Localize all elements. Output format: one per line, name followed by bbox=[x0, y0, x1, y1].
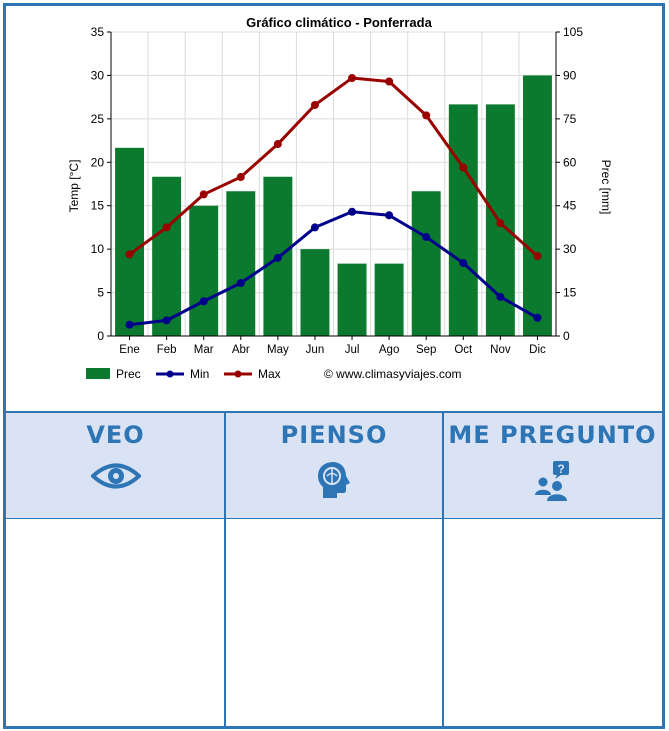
legend-label-max: Max bbox=[258, 367, 281, 381]
x-tick-label: Ene bbox=[119, 344, 139, 356]
max-point bbox=[273, 140, 282, 149]
x-tick-label: Abr bbox=[232, 344, 250, 356]
min-point bbox=[348, 207, 357, 216]
left-tick-label: 15 bbox=[91, 199, 105, 213]
x-tick-label: Jul bbox=[345, 344, 360, 356]
column-divider bbox=[442, 413, 444, 728]
prec-bar bbox=[226, 191, 256, 336]
max-point bbox=[125, 250, 134, 259]
x-tick-label: Sep bbox=[416, 344, 436, 356]
left-tick-label: 5 bbox=[97, 286, 104, 300]
min-point bbox=[533, 313, 542, 322]
right-tick-label: 75 bbox=[563, 112, 577, 126]
legend-marker-min bbox=[166, 370, 174, 378]
left-tick-label: 20 bbox=[91, 155, 105, 169]
right-tick-label: 30 bbox=[563, 242, 577, 256]
max-point bbox=[162, 223, 171, 232]
max-point bbox=[496, 219, 505, 228]
column-header-pienso: PIENSO bbox=[225, 413, 443, 519]
eye-icon bbox=[89, 461, 142, 496]
x-tick-label: Jun bbox=[306, 344, 325, 356]
x-tick-label: May bbox=[267, 344, 289, 356]
min-point bbox=[310, 223, 319, 232]
question-people-icon: ? bbox=[534, 461, 571, 506]
brain-head-icon bbox=[317, 461, 351, 504]
x-tick-label: Ago bbox=[379, 344, 399, 356]
legend-marker-max bbox=[234, 370, 242, 378]
max-point bbox=[533, 252, 542, 261]
max-line bbox=[128, 76, 539, 258]
column-label-pienso: PIENSO bbox=[280, 421, 388, 449]
x-tick-label: Dic bbox=[529, 344, 546, 356]
cell-me-pregunto[interactable] bbox=[443, 521, 662, 728]
right-tick-label: 45 bbox=[563, 199, 577, 213]
right-tick-label: 105 bbox=[563, 25, 583, 39]
min-point bbox=[162, 316, 171, 325]
worksheet-frame: 0 5 10 15 20 25 30 35 0 15 30 45 60 75 90 105 Ene Feb Mar A… bbox=[3, 3, 665, 729]
column-label-me-pregunto: ME PREGUNTO bbox=[448, 421, 657, 449]
svg-text:?: ? bbox=[557, 462, 564, 476]
right-tick-label: 0 bbox=[563, 329, 570, 343]
left-axis-label: Temp [°C] bbox=[67, 160, 81, 213]
max-point bbox=[459, 163, 468, 172]
max-point bbox=[199, 190, 208, 199]
min-point bbox=[199, 297, 208, 306]
max-point bbox=[310, 100, 319, 109]
veo-pienso-pregunto-table: VEO PIENSO ME PREGUNTO bbox=[6, 411, 662, 728]
x-tick-label: Mar bbox=[194, 344, 214, 356]
left-tick-label: 25 bbox=[91, 112, 105, 126]
right-tick-label: 15 bbox=[563, 286, 577, 300]
prec-bar bbox=[374, 263, 404, 336]
climate-chart: 0 5 10 15 20 25 30 35 0 15 30 45 60 75 90 105 Ene Feb Mar A… bbox=[67, 15, 613, 381]
x-tick-label: Nov bbox=[490, 344, 511, 356]
column-header-me-pregunto: ME PREGUNTO ? bbox=[443, 413, 662, 519]
prec-bar bbox=[152, 176, 182, 336]
min-point bbox=[273, 253, 282, 262]
prec-bar bbox=[300, 249, 330, 336]
min-line bbox=[129, 210, 539, 327]
right-tick-label: 60 bbox=[563, 155, 577, 169]
min-point bbox=[459, 259, 468, 268]
prec-bar bbox=[411, 191, 441, 336]
left-tick-label: 30 bbox=[91, 68, 105, 82]
max-point bbox=[385, 77, 394, 86]
max-point bbox=[422, 111, 431, 120]
prec-bar bbox=[189, 205, 219, 336]
min-point bbox=[125, 320, 134, 329]
left-tick-label: 0 bbox=[97, 329, 104, 343]
column-label-veo: VEO bbox=[86, 421, 145, 449]
column-divider bbox=[224, 413, 226, 728]
legend-label-prec: Prec bbox=[116, 367, 141, 381]
watermark: © www.climasyviajes.com bbox=[324, 367, 462, 381]
column-header-veo: VEO bbox=[6, 413, 225, 519]
legend-label-min: Min bbox=[190, 367, 209, 381]
x-tick-label: Feb bbox=[157, 344, 177, 356]
max-point bbox=[348, 74, 357, 83]
cell-veo[interactable] bbox=[6, 521, 224, 728]
right-tick-label: 90 bbox=[563, 68, 577, 82]
left-tick-label: 10 bbox=[91, 242, 105, 256]
max-point bbox=[236, 173, 245, 182]
prec-bar bbox=[115, 147, 145, 336]
min-point bbox=[236, 279, 245, 288]
prec-bar bbox=[522, 75, 552, 336]
x-tick-label: Oct bbox=[454, 344, 473, 356]
prec-bar bbox=[448, 104, 478, 336]
min-point bbox=[385, 211, 394, 220]
chart-title: Gráfico climático - Ponferrada bbox=[246, 15, 432, 30]
min-point bbox=[496, 292, 505, 301]
cell-pienso[interactable] bbox=[225, 521, 442, 728]
left-tick-label: 35 bbox=[91, 25, 105, 39]
prec-bar bbox=[337, 263, 367, 336]
legend-swatch-prec bbox=[86, 368, 110, 379]
min-point bbox=[422, 232, 431, 241]
right-axis-label: Prec [mm] bbox=[599, 160, 613, 215]
